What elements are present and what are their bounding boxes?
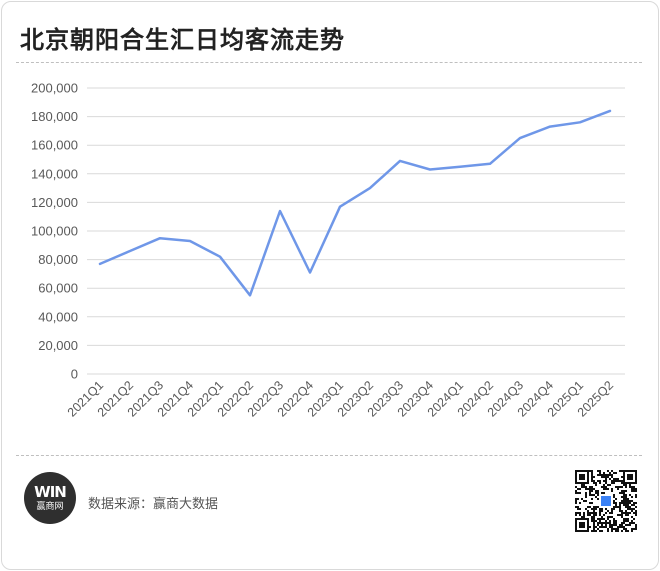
line-chart: 0 20,000 40,000 60,000 80,000 100,000 120,000 1… [31,81,625,420]
y-tick-label: 100,000 [31,224,78,239]
footer-divider [16,455,642,456]
y-tick-label: 120,000 [31,195,78,210]
data-source-label: 数据来源：赢商大数据 [88,497,219,512]
y-tick-label: 140,000 [31,166,78,181]
winshang-logo: WIN 赢商网 [24,472,76,524]
title-divider [16,62,642,63]
y-tick-label: 160,000 [31,138,78,153]
y-tick-label: 0 [71,367,78,382]
y-tick-label: 60,000 [38,281,78,296]
logo-mark: WIN [34,482,67,501]
y-tick-label: 80,000 [38,252,78,267]
y-tick-label: 40,000 [38,309,78,324]
y-tick-label: 20,000 [38,338,78,353]
y-tick-label: 180,000 [31,109,78,124]
y-tick-label: 200,000 [31,81,78,96]
logo-text: 赢商网 [36,501,64,512]
qr-code-icon [575,470,637,532]
chart-title: 北京朝阳合生汇日均客流走势 [20,26,345,54]
series-line [98,109,612,297]
